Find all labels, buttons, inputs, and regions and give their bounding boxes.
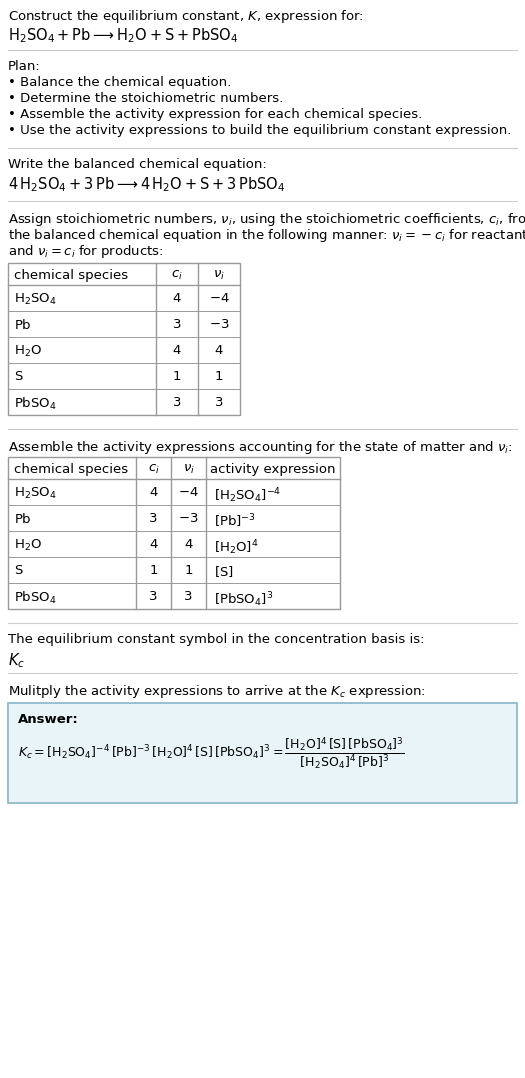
Text: $\mathrm{H_2SO_4}$: $\mathrm{H_2SO_4}$ xyxy=(14,292,57,307)
Text: S: S xyxy=(14,564,23,577)
Text: $K_c = [\mathrm{H_2SO_4}]^{-4}\,[\mathrm{Pb}]^{-3}\,[\mathrm{H_2O}]^{4}\,[\mathr: $K_c = [\mathrm{H_2SO_4}]^{-4}\,[\mathrm… xyxy=(18,735,405,771)
Text: $\mathrm{PbSO_4}$: $\mathrm{PbSO_4}$ xyxy=(14,590,57,606)
Text: 1: 1 xyxy=(215,370,223,383)
Text: $c_i$: $c_i$ xyxy=(171,270,183,282)
Text: $[\mathrm{PbSO_4}]^{3}$: $[\mathrm{PbSO_4}]^{3}$ xyxy=(214,590,273,609)
Text: 3: 3 xyxy=(215,396,223,409)
Text: Mulitply the activity expressions to arrive at the $K_c$ expression:: Mulitply the activity expressions to arr… xyxy=(8,683,426,700)
Text: $\mathrm{H_2SO_4}$: $\mathrm{H_2SO_4}$ xyxy=(14,486,57,501)
Text: $\mathrm{H_2SO_4 + Pb \longrightarrow H_2O + S + PbSO_4}$: $\mathrm{H_2SO_4 + Pb \longrightarrow H_… xyxy=(8,26,238,44)
Text: $K_c$: $K_c$ xyxy=(8,651,25,669)
Text: 4: 4 xyxy=(215,344,223,357)
Text: Write the balanced chemical equation:: Write the balanced chemical equation: xyxy=(8,158,267,171)
Text: $-4$: $-4$ xyxy=(178,486,199,499)
Text: 3: 3 xyxy=(173,396,181,409)
Text: $-3$: $-3$ xyxy=(209,318,229,331)
Text: $\nu_i$: $\nu_i$ xyxy=(213,270,225,282)
Text: $\mathrm{H_2O}$: $\mathrm{H_2O}$ xyxy=(14,538,42,553)
Text: $-3$: $-3$ xyxy=(178,512,199,525)
Text: and $\nu_i = c_i$ for products:: and $\nu_i = c_i$ for products: xyxy=(8,243,164,260)
Text: chemical species: chemical species xyxy=(14,462,128,476)
Text: $\mathrm{4\,H_2SO_4 + 3\,Pb \longrightarrow 4\,H_2O + S + 3\,PbSO_4}$: $\mathrm{4\,H_2SO_4 + 3\,Pb \longrightar… xyxy=(8,175,285,194)
Text: Assemble the activity expressions accounting for the state of matter and $\nu_i$: Assemble the activity expressions accoun… xyxy=(8,439,513,456)
Text: Construct the equilibrium constant, $K$, expression for:: Construct the equilibrium constant, $K$,… xyxy=(8,8,364,25)
Text: the balanced chemical equation in the following manner: $\nu_i = -c_i$ for react: the balanced chemical equation in the fo… xyxy=(8,227,525,244)
Text: 3: 3 xyxy=(173,318,181,331)
Bar xyxy=(8,263,240,415)
Text: Answer:: Answer: xyxy=(18,713,79,725)
Text: • Determine the stoichiometric numbers.: • Determine the stoichiometric numbers. xyxy=(8,92,284,105)
Text: $c_i$: $c_i$ xyxy=(148,462,160,476)
Text: • Use the activity expressions to build the equilibrium constant expression.: • Use the activity expressions to build … xyxy=(8,124,511,137)
Text: Assign stoichiometric numbers, $\nu_i$, using the stoichiometric coefficients, $: Assign stoichiometric numbers, $\nu_i$, … xyxy=(8,211,525,229)
Text: 1: 1 xyxy=(173,370,181,383)
Text: 1: 1 xyxy=(184,564,193,577)
Text: • Assemble the activity expression for each chemical species.: • Assemble the activity expression for e… xyxy=(8,108,422,121)
Text: Plan:: Plan: xyxy=(8,60,41,73)
FancyBboxPatch shape xyxy=(8,703,517,803)
Text: 4: 4 xyxy=(149,486,158,499)
Text: $\mathrm{H_2O}$: $\mathrm{H_2O}$ xyxy=(14,344,42,359)
Text: 4: 4 xyxy=(173,344,181,357)
Text: $[\mathrm{S}]$: $[\mathrm{S}]$ xyxy=(214,564,234,579)
Text: $\nu_i$: $\nu_i$ xyxy=(183,462,194,476)
Text: 3: 3 xyxy=(184,590,193,603)
Text: $\mathrm{Pb}$: $\mathrm{Pb}$ xyxy=(14,318,32,332)
Text: S: S xyxy=(14,370,23,383)
Text: 1: 1 xyxy=(149,564,158,577)
Text: $-4$: $-4$ xyxy=(208,292,229,305)
Text: 4: 4 xyxy=(149,538,158,551)
Text: $\mathrm{Pb}$: $\mathrm{Pb}$ xyxy=(14,512,32,526)
Text: $\mathrm{PbSO_4}$: $\mathrm{PbSO_4}$ xyxy=(14,396,57,412)
Text: 4: 4 xyxy=(173,292,181,305)
Text: 3: 3 xyxy=(149,512,158,525)
Text: $[\mathrm{H_2O}]^{4}$: $[\mathrm{H_2O}]^{4}$ xyxy=(214,538,259,556)
Text: activity expression: activity expression xyxy=(210,462,336,476)
Text: 4: 4 xyxy=(184,538,193,551)
Text: chemical species: chemical species xyxy=(14,270,128,282)
Text: $[\mathrm{H_2SO_4}]^{-4}$: $[\mathrm{H_2SO_4}]^{-4}$ xyxy=(214,486,281,505)
Text: The equilibrium constant symbol in the concentration basis is:: The equilibrium constant symbol in the c… xyxy=(8,633,425,646)
Text: 3: 3 xyxy=(149,590,158,603)
Text: • Balance the chemical equation.: • Balance the chemical equation. xyxy=(8,77,231,89)
Text: $[\mathrm{Pb}]^{-3}$: $[\mathrm{Pb}]^{-3}$ xyxy=(214,512,256,529)
Bar xyxy=(8,457,340,609)
